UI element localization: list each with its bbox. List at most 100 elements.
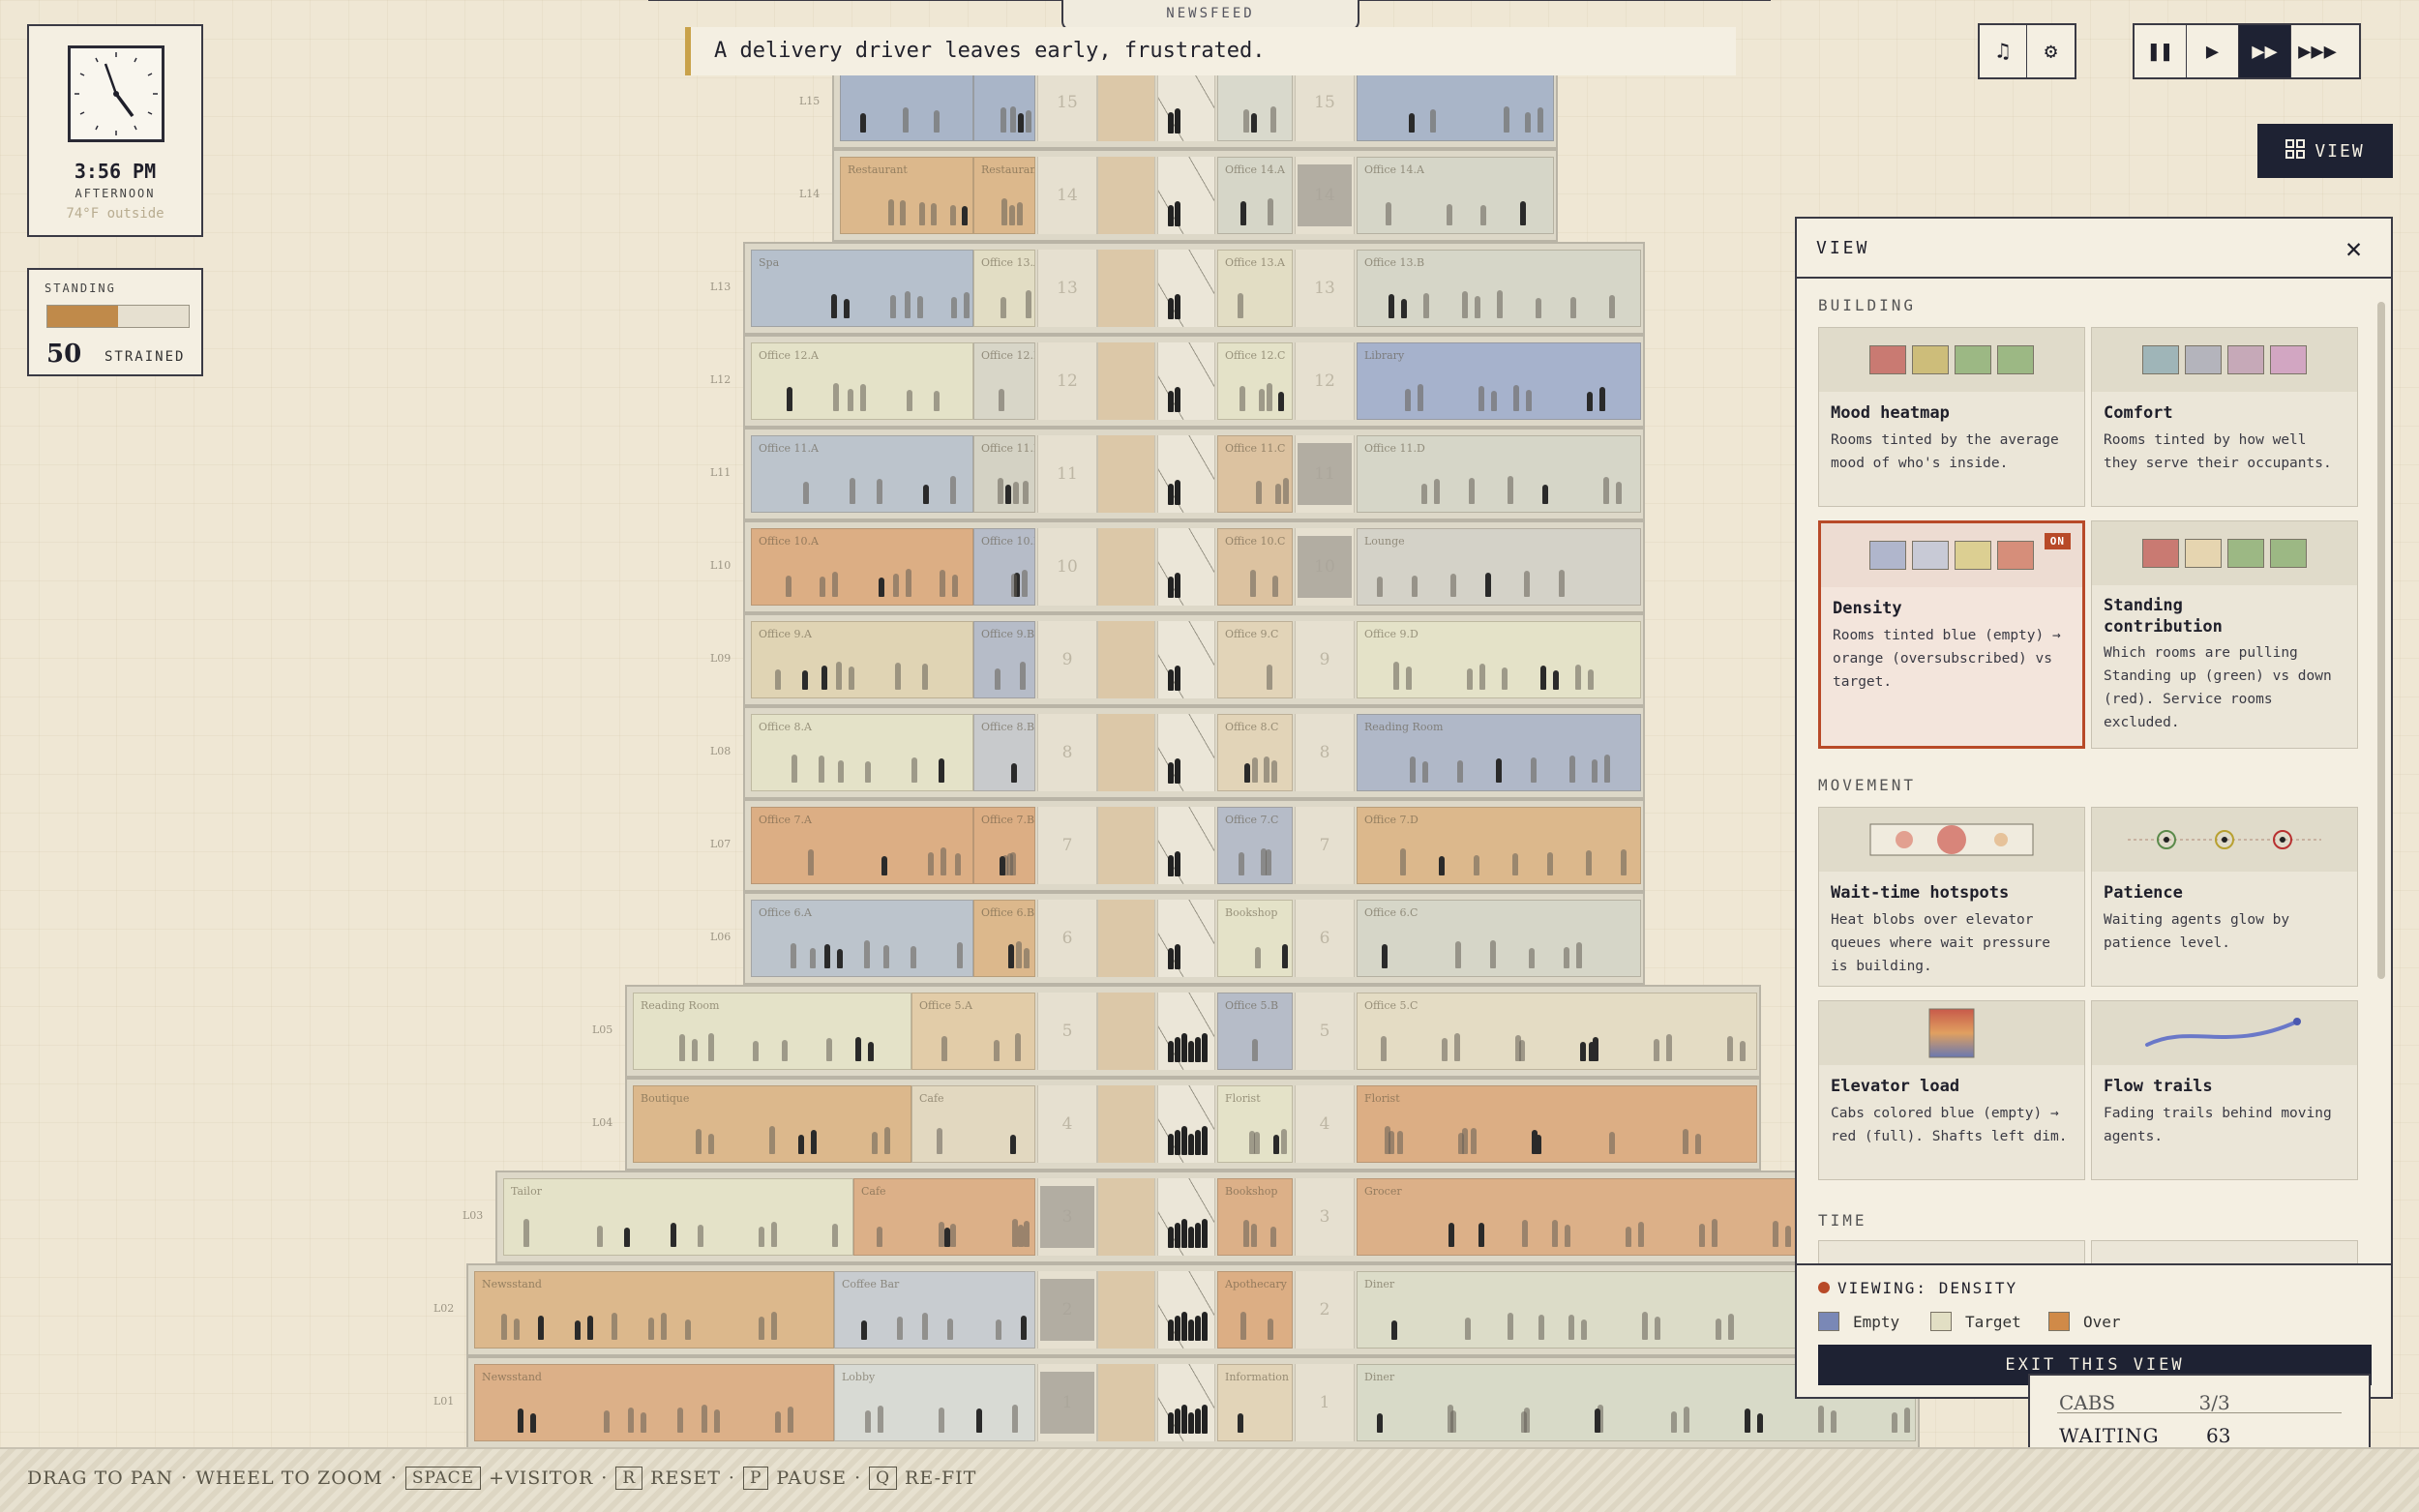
- room[interactable]: Office 9.C: [1217, 621, 1293, 698]
- agent[interactable]: [628, 1408, 634, 1433]
- agent[interactable]: [1016, 941, 1022, 968]
- agent[interactable]: [1168, 298, 1174, 319]
- agent[interactable]: [1609, 295, 1615, 318]
- elevator-shaft[interactable]: 12: [1037, 342, 1097, 420]
- agent[interactable]: [1007, 853, 1013, 875]
- agent[interactable]: [884, 1127, 890, 1154]
- floor-5[interactable]: Reading Room Office 5.A Office 5.B Office 5…: [625, 985, 1761, 1078]
- agent[interactable]: [624, 1228, 630, 1247]
- agent[interactable]: [1273, 1135, 1279, 1154]
- agent[interactable]: [1188, 1134, 1194, 1155]
- agent[interactable]: [1536, 1135, 1541, 1154]
- agent[interactable]: [811, 1130, 817, 1154]
- agent[interactable]: [940, 570, 945, 597]
- agent[interactable]: [878, 1406, 883, 1433]
- agent[interactable]: [833, 383, 839, 411]
- room[interactable]: Office 7.C: [1217, 807, 1293, 884]
- agent[interactable]: [1011, 763, 1017, 783]
- agent[interactable]: [934, 110, 940, 133]
- agent[interactable]: [514, 1319, 520, 1340]
- agent[interactable]: [1013, 482, 1019, 504]
- room[interactable]: Reading Room: [1357, 714, 1641, 791]
- agent[interactable]: [895, 663, 901, 690]
- agent[interactable]: [1785, 1226, 1791, 1247]
- agent[interactable]: [950, 205, 956, 225]
- agent[interactable]: [1462, 291, 1468, 318]
- room[interactable]: Newsstand: [474, 1271, 834, 1349]
- elevator-shaft[interactable]: 5: [1037, 993, 1097, 1070]
- agent[interactable]: [1542, 485, 1548, 504]
- stairwell[interactable]: [1157, 714, 1215, 791]
- agent[interactable]: [1175, 1408, 1180, 1434]
- agent[interactable]: [1281, 1129, 1287, 1154]
- agent[interactable]: [1409, 113, 1415, 133]
- floor-10[interactable]: Office 10.A Office 10.B Office 10.C Lounge 1…: [743, 520, 1645, 613]
- agent[interactable]: [1831, 1410, 1837, 1433]
- agent[interactable]: [1254, 1132, 1260, 1154]
- agent[interactable]: [861, 1320, 867, 1340]
- agent[interactable]: [1202, 1126, 1208, 1155]
- room[interactable]: Office 6.B: [973, 900, 1035, 977]
- agent[interactable]: [1175, 1316, 1180, 1341]
- agent[interactable]: [1727, 1036, 1733, 1061]
- agent[interactable]: [1496, 758, 1502, 783]
- agent[interactable]: [1014, 573, 1020, 597]
- agent[interactable]: [1181, 1312, 1187, 1341]
- agent[interactable]: [1195, 1408, 1201, 1434]
- agent[interactable]: [1389, 294, 1394, 318]
- agent[interactable]: [939, 1222, 944, 1247]
- agent[interactable]: [1576, 942, 1582, 968]
- room[interactable]: Cafe: [853, 1178, 1035, 1256]
- agent[interactable]: [648, 1318, 654, 1340]
- service-shaft[interactable]: [1097, 1364, 1155, 1441]
- agent[interactable]: [1412, 576, 1418, 597]
- agent[interactable]: [1471, 1128, 1477, 1154]
- stairwell[interactable]: [1157, 900, 1215, 977]
- elevator-shaft[interactable]: 3: [1037, 1178, 1097, 1256]
- agent[interactable]: [831, 294, 837, 318]
- agent[interactable]: [1434, 479, 1440, 504]
- agent[interactable]: [1559, 570, 1565, 597]
- agent[interactable]: [903, 107, 909, 133]
- elevator-cab[interactable]: [1298, 536, 1352, 598]
- agent[interactable]: [937, 1128, 942, 1154]
- agent[interactable]: [1250, 570, 1256, 597]
- elevator-cab[interactable]: [1040, 1279, 1094, 1341]
- agent[interactable]: [911, 757, 917, 783]
- agent[interactable]: [1524, 571, 1530, 597]
- agent[interactable]: [1519, 1040, 1525, 1061]
- agent[interactable]: [753, 1041, 759, 1061]
- room[interactable]: Coffee Bar: [834, 1271, 1035, 1349]
- agent[interactable]: [1238, 1413, 1243, 1433]
- service-shaft[interactable]: [1097, 714, 1155, 791]
- agent[interactable]: [1202, 1033, 1208, 1062]
- agent[interactable]: [1175, 1130, 1180, 1155]
- agent[interactable]: [1457, 760, 1463, 783]
- agent[interactable]: [1642, 1312, 1648, 1340]
- agent[interactable]: [1728, 1314, 1734, 1340]
- service-shaft[interactable]: [1097, 342, 1155, 420]
- room[interactable]: Office 14.A: [1217, 157, 1293, 234]
- agent[interactable]: [820, 577, 825, 597]
- service-shaft[interactable]: [1097, 900, 1155, 977]
- room[interactable]: Apothecary: [1217, 1271, 1293, 1349]
- room[interactable]: Lobby: [834, 1364, 1035, 1441]
- agent[interactable]: [877, 1227, 882, 1247]
- agent[interactable]: [1609, 1132, 1615, 1154]
- agent[interactable]: [714, 1409, 720, 1433]
- agent[interactable]: [1168, 577, 1174, 598]
- agent[interactable]: [1261, 848, 1267, 875]
- agent[interactable]: [964, 292, 970, 318]
- agent[interactable]: [906, 569, 911, 597]
- agent[interactable]: [1000, 107, 1006, 133]
- agent[interactable]: [1270, 1227, 1276, 1247]
- agent[interactable]: [1168, 1041, 1174, 1062]
- stairwell[interactable]: [1157, 1178, 1215, 1256]
- room[interactable]: [840, 64, 973, 141]
- elevator-shaft[interactable]: 8: [1295, 714, 1355, 791]
- agent[interactable]: [1604, 755, 1610, 783]
- agent[interactable]: [1252, 1039, 1258, 1061]
- floor-11[interactable]: Office 11.A Office 11.B Office 11.C Office …: [743, 428, 1645, 520]
- elevator-shaft[interactable]: 11: [1295, 435, 1355, 513]
- agent[interactable]: [1386, 202, 1391, 225]
